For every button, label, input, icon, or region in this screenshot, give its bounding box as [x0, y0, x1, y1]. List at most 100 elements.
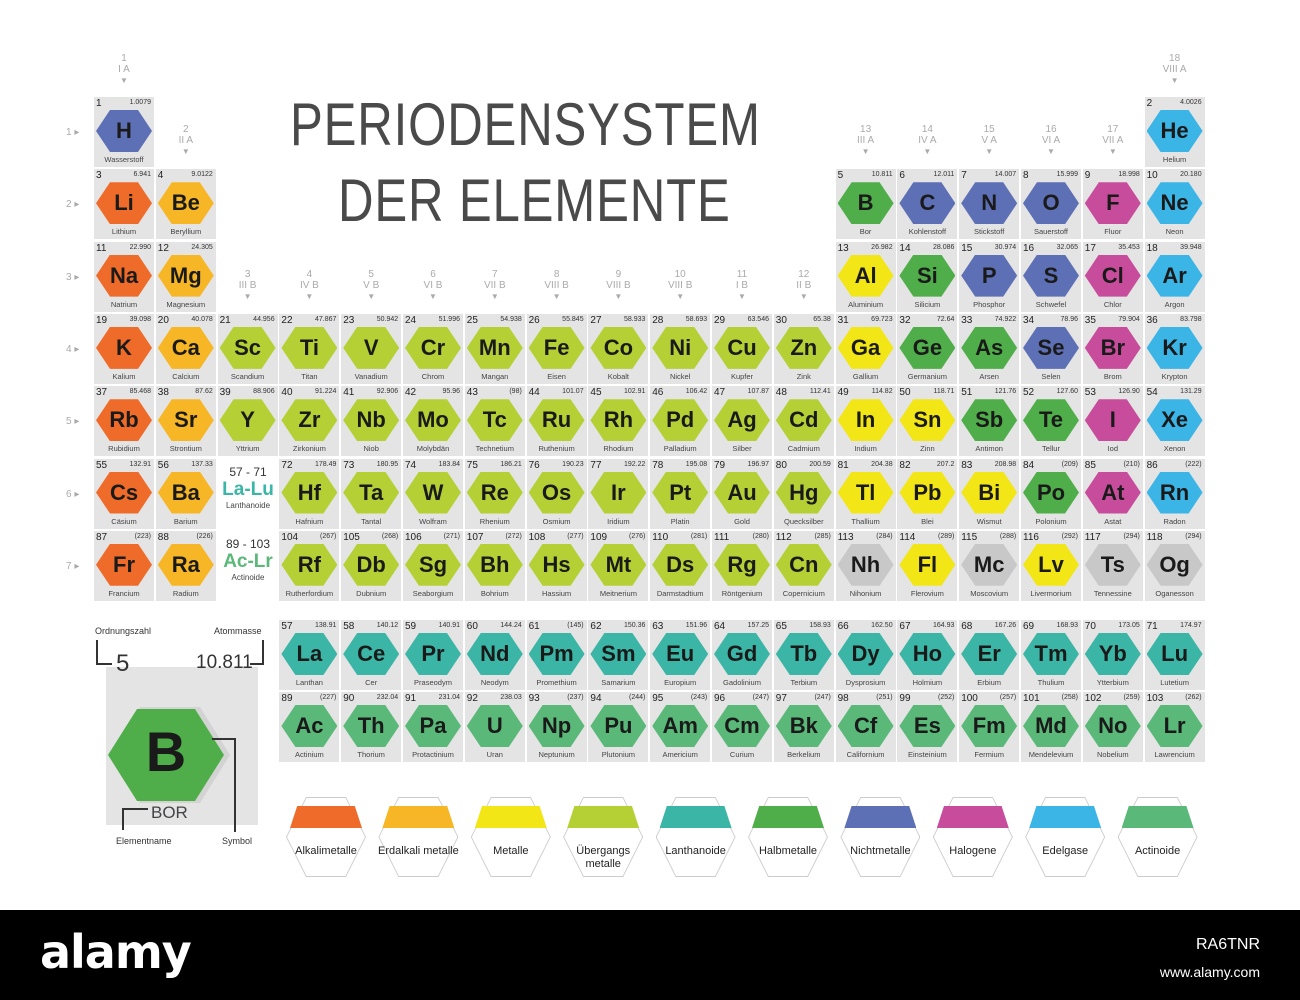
atomic-mass: 65.38	[813, 315, 831, 323]
key-arrow-symbol	[234, 738, 236, 832]
element-symbol: Co	[603, 334, 634, 360]
element-hex	[405, 471, 461, 514]
element-name: Chlor	[1103, 299, 1122, 309]
atomic-mass: 192.22	[623, 460, 646, 468]
atomic-mass: 78.96	[1060, 315, 1078, 323]
period-arrow-icon: ▸	[74, 199, 80, 211]
atomic-number: 110	[652, 531, 669, 543]
atomic-number: 71	[1146, 621, 1158, 632]
atomic-number: 86	[1146, 459, 1158, 471]
element-hex	[281, 705, 338, 747]
element-symbol: Mn	[478, 334, 511, 360]
atomic-number: 72	[281, 459, 293, 471]
element-name: Lithium	[111, 227, 137, 237]
key-name: BOR	[151, 803, 188, 822]
legend-item: Erdalkali metalle	[376, 797, 460, 877]
element-cell: 77 192.22 Ir Iridium	[588, 458, 649, 529]
element-symbol: Br	[1100, 334, 1126, 360]
title-line-2: DER ELEMENTE	[338, 167, 731, 234]
atomic-mass: (247)	[814, 694, 831, 701]
actinoid-symbol: Ac-Lr	[223, 551, 273, 572]
atomic-number: 76	[528, 459, 540, 471]
atomic-number: 90	[343, 693, 355, 704]
element-symbol: N	[981, 190, 998, 216]
element-name: Tantal	[361, 516, 382, 526]
element-symbol: I	[1109, 407, 1116, 433]
atomic-number: 74	[405, 459, 417, 471]
lanthanoid-placeholder: 57 - 71 La-Lu Lanthanoide	[218, 465, 278, 510]
atomic-number: 22	[281, 314, 293, 326]
key-symbol-label: Symbol	[222, 836, 253, 846]
element-cell: 90 232.04 Th Thorium	[341, 692, 402, 762]
period-label: 4 ▸	[66, 344, 79, 355]
atomic-mass: (243)	[690, 694, 708, 701]
element-symbol: Sb	[975, 407, 1004, 433]
element-name: Darmstadtium	[656, 588, 704, 598]
element-cell: 7 14.007 N Stickstoff	[959, 169, 1020, 240]
atomic-number: 33	[961, 314, 973, 326]
group-number: 9	[615, 269, 622, 280]
atomic-mass: 85.468	[129, 388, 151, 396]
atomic-number: 11	[96, 242, 107, 254]
group-arrow-icon: ▼	[985, 147, 994, 156]
element-name: Lawrencium	[1154, 750, 1195, 759]
element-cell: 74 183.84 W Wolfram	[403, 458, 463, 529]
element-name: Lanthan	[295, 678, 323, 687]
atomic-number: 92	[466, 693, 478, 704]
atomic-number: 43	[466, 387, 478, 399]
atomic-mass: 196.97	[747, 460, 769, 468]
element-name: Iod	[1107, 444, 1119, 454]
atomic-mass: (145)	[567, 622, 584, 629]
atomic-number: 82	[899, 459, 911, 471]
element-symbol: Ru	[541, 407, 572, 433]
element-name: Krypton	[1161, 371, 1188, 381]
legend-item: Lanthanoide	[654, 797, 738, 877]
atomic-number: 112	[775, 531, 792, 543]
legend-item: Halbmetalle	[746, 797, 830, 877]
element-cell: 105 (268) Db Dubnium	[341, 530, 402, 601]
element-hex	[1084, 326, 1141, 369]
element-cell: 106 (271) Sg Seaborgium	[403, 530, 463, 601]
atomic-number: 83	[961, 459, 973, 471]
atomic-mass: 232.04	[376, 694, 399, 701]
atomic-number: 98	[837, 693, 849, 704]
period-label: 1 ▸	[66, 127, 79, 138]
element-hex	[281, 633, 338, 675]
element-symbol: Hf	[297, 479, 321, 505]
atomic-mass: (222)	[1185, 460, 1202, 468]
element-symbol: Db	[356, 551, 386, 577]
element-name: Rhenium	[479, 516, 510, 526]
element-cell: 108 (277) Hs Hassium	[526, 530, 587, 601]
atomic-mass: 22.990	[129, 243, 151, 251]
element-hex	[1146, 471, 1203, 514]
element-name: Francium	[108, 588, 140, 598]
element-cell: 97 (247) Bk Berkelium	[773, 692, 834, 762]
atomic-number: 12	[157, 242, 169, 254]
element-symbol: Dy	[851, 641, 880, 666]
element-cell: 85 (210) At Astat	[1082, 458, 1143, 529]
element-cell: 107 (272) Bh Bohrium	[464, 530, 525, 601]
element-symbol: Ac	[295, 713, 324, 738]
element-symbol: Th	[357, 713, 385, 738]
atomic-number: 94	[590, 693, 602, 704]
element-symbol: Cn	[789, 551, 819, 577]
atomic-number: 91	[405, 693, 417, 704]
atomic-mass: 50.942	[376, 315, 399, 323]
element-hex	[1146, 705, 1203, 747]
footer-image-id: RA6TNR	[1195, 936, 1260, 953]
element-symbol: Sm	[601, 641, 636, 666]
element-symbol: Pr	[421, 641, 445, 666]
atomic-mass: 186.21	[500, 460, 522, 468]
element-cell: 13 26.982 Al Aluminium	[835, 241, 896, 312]
element-name: Arsen	[979, 371, 999, 381]
key-arrow-left	[96, 640, 98, 664]
element-cell: 86 (222) Rn Radon	[1144, 458, 1205, 529]
group-header: 9 VIII B ▼	[588, 269, 648, 302]
element-symbol: Ni	[669, 334, 692, 360]
element-name: Silber	[732, 444, 752, 454]
group-arrow-icon: ▼	[923, 147, 932, 156]
atomic-mass: 126.90	[1118, 388, 1140, 396]
element-hex	[1146, 254, 1203, 297]
element-cell: 71 174.97 Lu Lutetium	[1144, 620, 1205, 690]
atomic-number: 10	[1146, 170, 1158, 182]
